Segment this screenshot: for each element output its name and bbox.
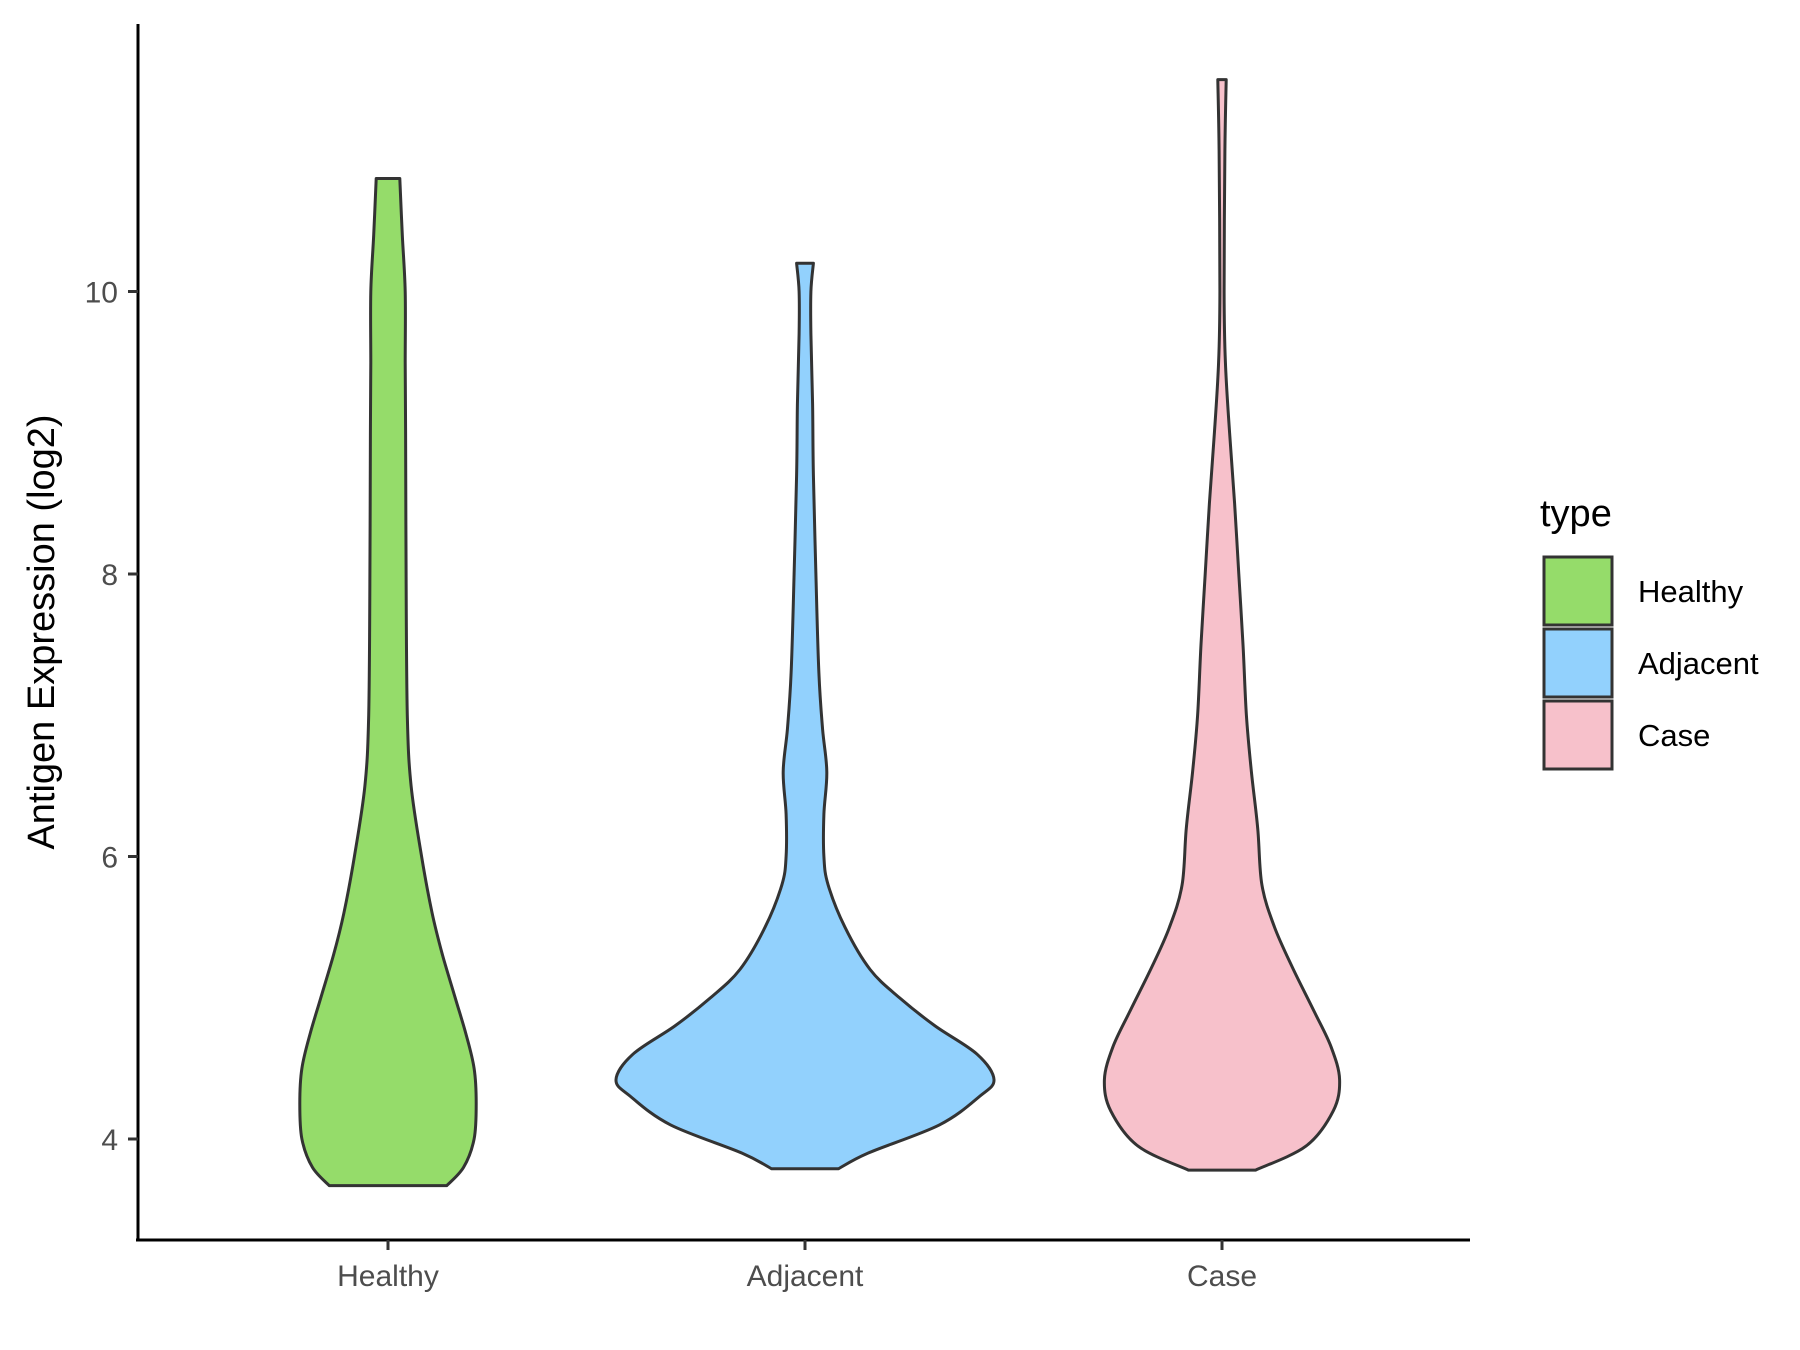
violin-layer xyxy=(298,78,1342,1188)
y-ticks: 4 6 8 10 xyxy=(85,277,138,1157)
violin-adjacent xyxy=(614,261,996,1171)
y-tick-label: 10 xyxy=(85,277,118,310)
legend-label-healthy: Healthy xyxy=(1638,574,1744,609)
axes: 4 6 8 10 Healthy Adjacent Case xyxy=(85,24,1470,1293)
x-tick-label: Case xyxy=(1187,1260,1257,1293)
x-tick-label: Healthy xyxy=(337,1260,439,1293)
legend: type Healthy Adjacent Case xyxy=(1540,493,1759,771)
legend-label-case: Case xyxy=(1638,718,1710,753)
y-tick-label: 6 xyxy=(101,842,118,875)
legend-title: type xyxy=(1540,493,1612,535)
legend-items: Healthy Adjacent Case xyxy=(1542,555,1759,771)
y-tick-label: 4 xyxy=(101,1124,118,1157)
legend-label-adjacent: Adjacent xyxy=(1638,646,1759,681)
legend-swatch-healthy xyxy=(1542,555,1614,627)
legend-swatch-case xyxy=(1542,699,1614,771)
violin-healthy xyxy=(298,177,478,1188)
y-tick-label: 8 xyxy=(101,559,118,592)
y-axis-title: Antigen Expression (log2) xyxy=(21,414,63,849)
legend-swatch-adjacent xyxy=(1542,627,1614,699)
x-tick-label: Adjacent xyxy=(747,1260,864,1293)
violin-case xyxy=(1102,78,1342,1172)
x-ticks: Healthy Adjacent Case xyxy=(337,1240,1257,1293)
